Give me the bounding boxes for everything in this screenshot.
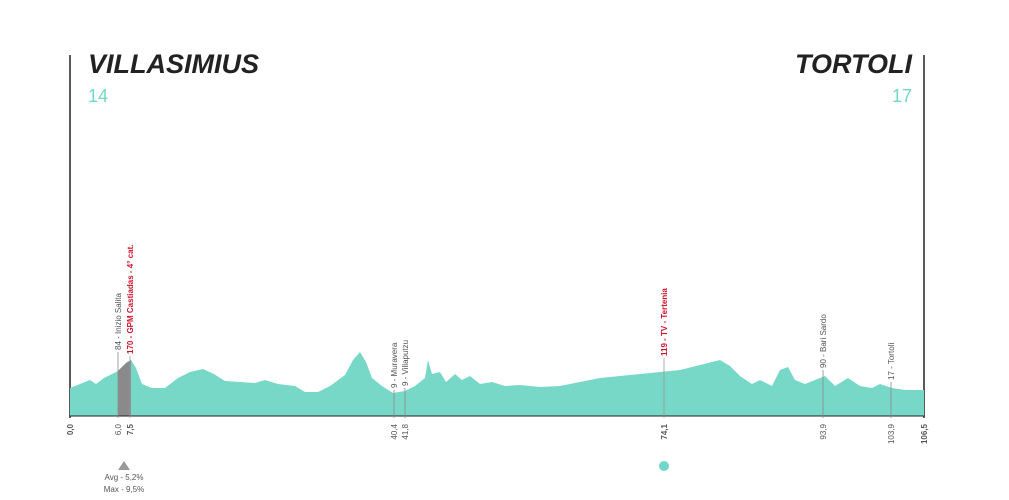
- marker-label: 90 - Bari Sardo: [819, 314, 828, 368]
- km-label: 40,4: [390, 423, 399, 439]
- marker-label: 84 - Inizio Salita: [114, 293, 123, 350]
- start-elevation: 14: [88, 86, 108, 106]
- start-name: VILLASIMIUS: [88, 49, 259, 79]
- marker-label: 9 - Villaputzu: [401, 340, 410, 386]
- finish-name: TORTOLI: [795, 49, 913, 79]
- km-label: 103,9: [887, 423, 896, 444]
- km-label: 41,8: [401, 423, 410, 439]
- climb-avg: Avg - 5,2%: [105, 473, 144, 482]
- km-label: 106,5: [920, 423, 929, 444]
- climb-icon: [118, 461, 130, 470]
- climb-max: Max - 9,5%: [104, 485, 144, 494]
- marker-label: 119 - TV - Tertenia: [660, 288, 669, 356]
- profile: [70, 352, 924, 416]
- marker-label: 17 - Tortolì: [887, 342, 896, 380]
- marker-label: 170 - GPM Castiadas - 4° cat.: [126, 245, 135, 354]
- marker-label: 9 - Muravera: [390, 342, 399, 388]
- km-label: 0,0: [66, 423, 75, 435]
- climb-section: [118, 360, 131, 416]
- km-label: 7,5: [126, 423, 135, 435]
- sprint-icon: [659, 461, 669, 471]
- km-label: 74,1: [660, 423, 669, 439]
- finish-elevation: 17: [892, 86, 912, 106]
- km-label: 6,0: [114, 423, 123, 435]
- km-label: 93,9: [819, 423, 828, 439]
